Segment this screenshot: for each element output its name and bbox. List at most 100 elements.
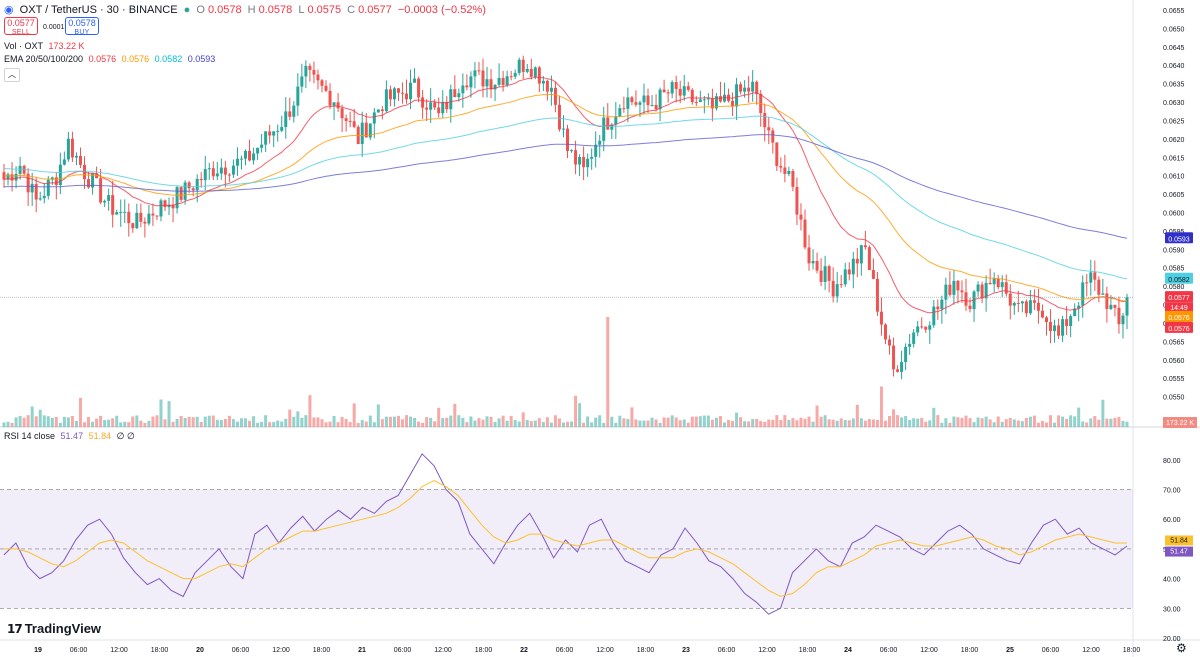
candle-body bbox=[1121, 315, 1125, 325]
candle-body bbox=[992, 278, 996, 285]
candle-body bbox=[594, 144, 598, 157]
candle-body bbox=[529, 68, 533, 77]
volume-bar bbox=[1069, 415, 1073, 427]
volume-bar bbox=[851, 418, 855, 427]
volume-bar bbox=[268, 422, 272, 427]
candle-body bbox=[859, 245, 863, 264]
candle-body bbox=[203, 169, 207, 181]
price-tick-label: 0.0600 bbox=[1163, 211, 1185, 218]
candle-body bbox=[638, 102, 642, 105]
volume-bar bbox=[936, 415, 940, 427]
volume-bar bbox=[803, 418, 807, 427]
open-value: 0.0578 bbox=[207, 4, 242, 16]
volume-bar bbox=[811, 421, 815, 427]
volume-bar bbox=[87, 417, 91, 427]
time-tick-label: 12:00 bbox=[758, 647, 776, 654]
volume-bar bbox=[892, 409, 896, 427]
price-tick-label: 0.0620 bbox=[1163, 137, 1185, 144]
volume-bar bbox=[187, 416, 191, 427]
volume-bar bbox=[505, 420, 509, 427]
candle-body bbox=[497, 77, 501, 85]
time-tick-label: 12:00 bbox=[596, 647, 614, 654]
volume-bar bbox=[207, 415, 211, 427]
volume-bar bbox=[521, 412, 525, 427]
candle-body bbox=[739, 84, 743, 92]
volume-bar bbox=[433, 421, 437, 427]
time-tick-label: 19 bbox=[34, 647, 42, 654]
price-tick-label: 0.0640 bbox=[1163, 63, 1185, 70]
tradingview-logo-icon: 𝟭𝟳 bbox=[7, 622, 23, 636]
volume-bar bbox=[405, 415, 409, 427]
candle-body bbox=[461, 85, 465, 94]
volume-bar bbox=[248, 420, 252, 427]
time-tick-label: 18:00 bbox=[961, 647, 979, 654]
volume-bar bbox=[1089, 418, 1093, 427]
time-tick-label: 06:00 bbox=[70, 647, 88, 654]
candle-body bbox=[904, 346, 908, 363]
volume-bar bbox=[312, 417, 316, 427]
volume-bar bbox=[199, 421, 203, 427]
candle-body bbox=[441, 101, 445, 114]
volume-bar bbox=[34, 416, 38, 427]
volume-bar bbox=[888, 415, 892, 427]
ema20-value: 0.0576 bbox=[88, 54, 117, 64]
volume-bar bbox=[1057, 415, 1061, 427]
candle-body bbox=[400, 92, 404, 94]
candle-body bbox=[457, 93, 461, 98]
candle-body bbox=[1105, 293, 1109, 309]
volume-bar bbox=[1085, 422, 1089, 427]
price-tick-label: 0.0625 bbox=[1163, 118, 1185, 125]
buy-button[interactable]: 0.0578 BUY bbox=[65, 17, 99, 36]
volume-bar bbox=[771, 419, 775, 427]
volume-bar bbox=[690, 416, 694, 427]
rsi-line bbox=[3, 453, 1128, 615]
candle-body bbox=[622, 108, 626, 110]
volume-bar bbox=[50, 417, 54, 427]
candle-body bbox=[396, 88, 400, 93]
volume-bar bbox=[1032, 415, 1036, 427]
volume-bar bbox=[590, 422, 594, 427]
tradingview-logo[interactable]: 𝟭𝟳 TradingView bbox=[7, 621, 101, 636]
sell-button[interactable]: 0.0577 SELL bbox=[4, 17, 38, 36]
candle-body bbox=[690, 89, 694, 103]
candle-body bbox=[46, 179, 50, 196]
volume-bar bbox=[356, 422, 360, 427]
volume-bar bbox=[610, 416, 614, 427]
candle-body bbox=[227, 174, 231, 176]
rsi-tick-label: 70.00 bbox=[1163, 488, 1181, 495]
candle-body bbox=[867, 247, 871, 271]
candle-body bbox=[509, 76, 513, 78]
volume-bar bbox=[763, 421, 767, 427]
open-label: O bbox=[196, 4, 205, 16]
volume-bar bbox=[735, 412, 739, 427]
volume-bar bbox=[115, 415, 119, 427]
high-value: 0.0578 bbox=[258, 4, 293, 16]
candle-body bbox=[179, 187, 183, 200]
price-tick-label: 0.0580 bbox=[1163, 284, 1185, 291]
volume-bar bbox=[900, 417, 904, 427]
ema-legend[interactable]: EMA 20/50/100/200 0.0576 0.0576 0.0582 0… bbox=[4, 54, 218, 64]
volume-bar bbox=[525, 420, 529, 427]
price-tick-label: 0.0565 bbox=[1163, 339, 1185, 346]
candle-body bbox=[924, 326, 928, 330]
volume-legend[interactable]: Vol · OXT 173.22 K bbox=[4, 41, 88, 51]
gear-icon[interactable]: ⚙ bbox=[1176, 641, 1187, 655]
ema-legend-label: EMA 20/50/100/200 bbox=[4, 54, 84, 64]
candle-body bbox=[336, 102, 340, 109]
volume-bar bbox=[288, 409, 292, 427]
symbol-title[interactable]: OXT / TetherUS · 30 · BINANCE bbox=[19, 4, 178, 16]
chevron-up-icon[interactable]: ︿ bbox=[4, 68, 20, 82]
volume-bar bbox=[352, 403, 356, 427]
volume-bar bbox=[992, 422, 996, 427]
volume-bar bbox=[308, 395, 312, 427]
volume-bar bbox=[292, 416, 296, 427]
volume-bar bbox=[847, 420, 851, 427]
ema20-tag: 0.0576 bbox=[1168, 326, 1190, 333]
volume-bar bbox=[364, 421, 368, 427]
rsi-legend[interactable]: RSI 14 close 51.47 51.84 ∅ ∅ bbox=[4, 431, 138, 442]
volume-bar bbox=[1004, 419, 1008, 427]
rsi-legend-label: RSI 14 close bbox=[4, 431, 56, 441]
volume-bar bbox=[509, 416, 513, 427]
time-axis[interactable]: 19 06:00 12:00 18:00 20 06:00 12:00 18:00 21 06:0… bbox=[34, 647, 1140, 654]
